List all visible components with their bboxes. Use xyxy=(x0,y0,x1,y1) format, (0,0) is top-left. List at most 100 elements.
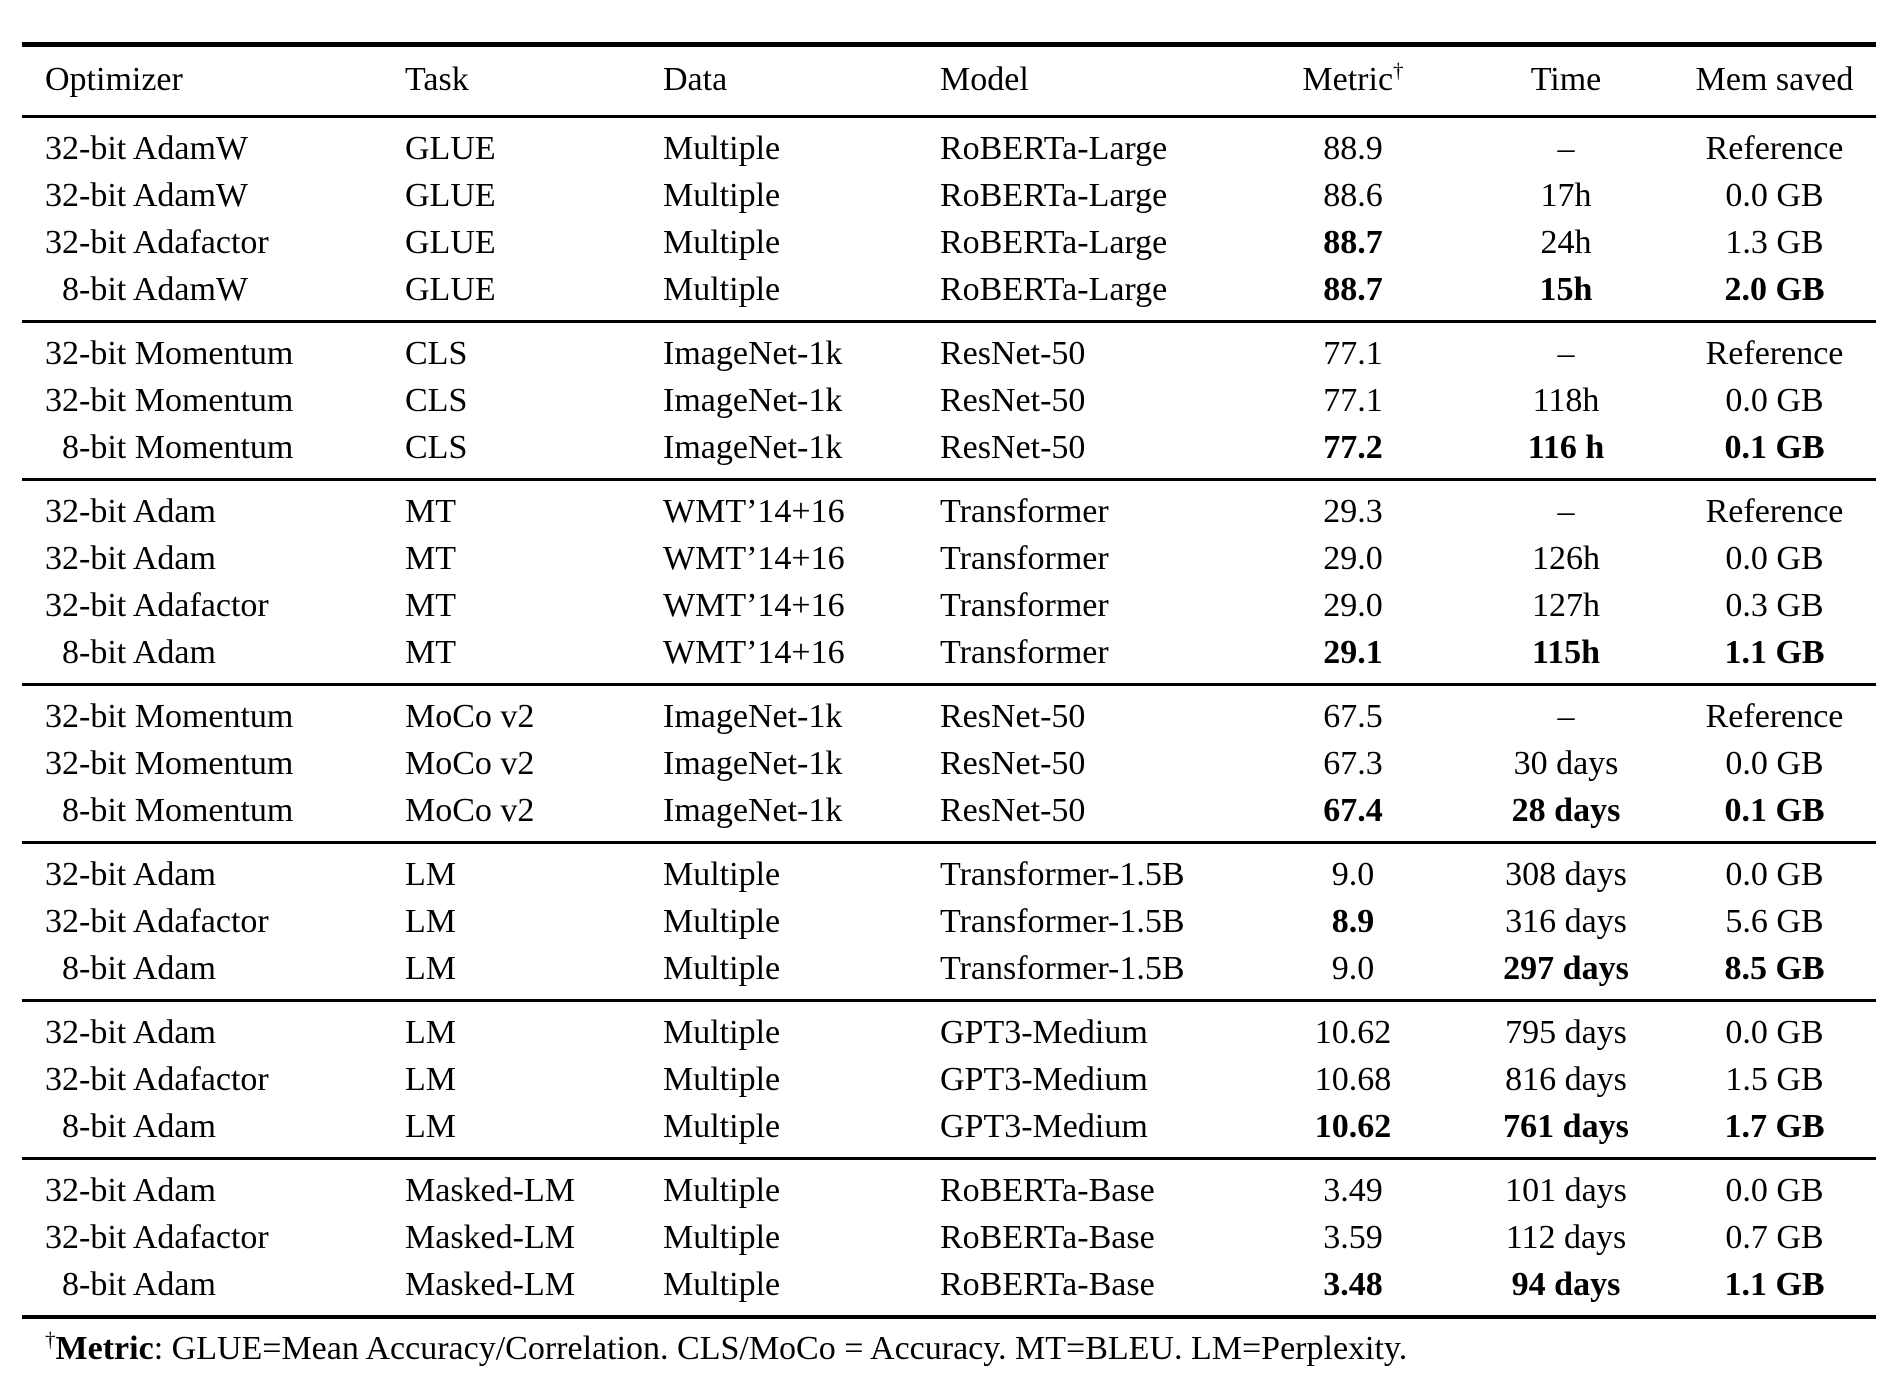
cell-model: RoBERTa-Large xyxy=(940,271,1168,308)
cell-mem-saved: 0.1 GB xyxy=(1724,792,1825,829)
cell-task: MT xyxy=(405,587,456,624)
cell-mem-saved: 0.3 GB xyxy=(1725,587,1824,624)
cell-data: WMT’14+16 xyxy=(663,540,845,577)
cell-metric: 88.7 xyxy=(1323,224,1383,261)
cell-mem-saved: Reference xyxy=(1705,698,1844,735)
table-footnote: †Metric: GLUE=Mean Accuracy/Correlation.… xyxy=(45,1327,1876,1371)
cell-optimizer: 8-bit Adam xyxy=(62,1108,216,1145)
cell-metric: 29.0 xyxy=(1323,587,1383,624)
cell-data: Multiple xyxy=(663,1061,781,1098)
cell-mem-saved: 5.6 GB xyxy=(1725,903,1824,940)
cell-task: GLUE xyxy=(405,271,496,308)
cell-optimizer: 32-bit Momentum xyxy=(45,382,294,419)
dagger-icon: † xyxy=(45,1327,56,1352)
table-row: 32-bit Adafactor GLUE Multiple RoBERTa-L… xyxy=(22,219,1876,266)
cell-data: ImageNet-1k xyxy=(663,745,843,782)
cell-metric: 88.6 xyxy=(1323,177,1383,214)
cell-time: 316 days xyxy=(1505,903,1627,940)
column-header-model: Model xyxy=(940,61,1029,98)
cell-task: LM xyxy=(405,1014,456,1051)
cell-mem-saved: 0.0 GB xyxy=(1725,540,1824,577)
cell-model: Transformer-1.5B xyxy=(940,856,1185,893)
cell-data: WMT’14+16 xyxy=(663,493,845,530)
cell-data: Multiple xyxy=(663,1266,781,1303)
table-section-gpt3-medium: 32-bit Adam LM Multiple GPT3-Medium 10.6… xyxy=(22,1000,1876,1159)
cell-model: RoBERTa-Base xyxy=(940,1219,1155,1256)
cell-model: RoBERTa-Large xyxy=(940,177,1168,214)
cell-mem-saved: 1.5 GB xyxy=(1725,1061,1824,1098)
cell-model: RoBERTa-Large xyxy=(940,224,1168,261)
cell-model: GPT3-Medium xyxy=(940,1108,1148,1145)
table-section-masked-lm: 32-bit Adam Masked-LM Multiple RoBERTa-B… xyxy=(22,1158,1876,1318)
table-row: 32-bit Adafactor LM Multiple Transformer… xyxy=(22,898,1876,945)
cell-model: Transformer-1.5B xyxy=(940,950,1185,987)
table-row: 32-bit Adam LM Multiple GPT3-Medium 10.6… xyxy=(22,1001,1876,1057)
cell-task: MoCo v2 xyxy=(405,792,535,829)
column-header-mem-saved: Mem saved xyxy=(1695,61,1854,98)
cell-time: 101 days xyxy=(1505,1172,1627,1209)
cell-mem-saved: 0.1 GB xyxy=(1724,429,1825,466)
cell-time: – xyxy=(1557,130,1575,167)
cell-time: 24h xyxy=(1540,224,1592,261)
cell-optimizer: 32-bit AdamW xyxy=(45,130,249,167)
cell-metric: 88.9 xyxy=(1323,130,1383,167)
cell-optimizer: 8-bit Adam xyxy=(62,634,216,671)
cell-optimizer: 32-bit Adam xyxy=(45,856,216,893)
column-header-metric: Metric† xyxy=(1247,45,1459,117)
table-row: 8-bit Adam MT WMT’14+16 Transformer 29.1… xyxy=(22,629,1876,685)
cell-mem-saved: 1.3 GB xyxy=(1725,224,1824,261)
cell-task: LM xyxy=(405,856,456,893)
cell-mem-saved: 0.7 GB xyxy=(1725,1219,1824,1256)
cell-task: LM xyxy=(405,903,456,940)
cell-data: WMT’14+16 xyxy=(663,634,845,671)
cell-mem-saved: 2.0 GB xyxy=(1724,271,1825,308)
cell-task: CLS xyxy=(405,335,468,372)
cell-mem-saved: 1.1 GB xyxy=(1724,634,1825,671)
cell-model: ResNet-50 xyxy=(940,745,1086,782)
cell-metric: 3.48 xyxy=(1323,1266,1383,1303)
cell-task: LM xyxy=(405,950,456,987)
cell-time: 115h xyxy=(1531,634,1601,671)
cell-time: 30 days xyxy=(1513,745,1619,782)
cell-task: MoCo v2 xyxy=(405,745,535,782)
table-section-glue: 32-bit AdamW GLUE Multiple RoBERTa-Large… xyxy=(22,116,1876,322)
cell-task: MT xyxy=(405,634,456,671)
header-row: Optimizer Task Data Model Metric† Time M… xyxy=(22,45,1876,117)
cell-data: ImageNet-1k xyxy=(663,698,843,735)
cell-data: Multiple xyxy=(663,1219,781,1256)
cell-task: MoCo v2 xyxy=(405,698,535,735)
cell-task: CLS xyxy=(405,382,468,419)
cell-mem-saved: 0.0 GB xyxy=(1725,177,1824,214)
cell-data: Multiple xyxy=(663,177,781,214)
cell-metric: 29.0 xyxy=(1323,540,1383,577)
table-section-lm-1-5b: 32-bit Adam LM Multiple Transformer-1.5B… xyxy=(22,842,1876,1001)
cell-model: RoBERTa-Base xyxy=(940,1172,1155,1209)
table-row: 32-bit Adam Masked-LM Multiple RoBERTa-B… xyxy=(22,1159,1876,1215)
cell-time: 761 days xyxy=(1503,1108,1629,1145)
cell-time: 118h xyxy=(1532,382,1600,419)
cell-time: 112 days xyxy=(1505,1219,1627,1256)
cell-data: ImageNet-1k xyxy=(663,335,843,372)
cell-data: ImageNet-1k xyxy=(663,429,843,466)
footnote-term: Metric xyxy=(55,1330,154,1367)
table-row: 8-bit Adam LM Multiple Transformer-1.5B … xyxy=(22,945,1876,1001)
cell-data: ImageNet-1k xyxy=(663,382,843,419)
cell-time: 126h xyxy=(1532,540,1600,577)
cell-model: ResNet-50 xyxy=(940,792,1086,829)
cell-metric: 10.68 xyxy=(1314,1061,1392,1098)
cell-time: 816 days xyxy=(1505,1061,1627,1098)
column-header-task: Task xyxy=(405,61,469,98)
cell-data: Multiple xyxy=(663,130,781,167)
cell-data: Multiple xyxy=(663,1172,781,1209)
cell-data: Multiple xyxy=(663,224,781,261)
table-row: 32-bit Adafactor Masked-LM Multiple RoBE… xyxy=(22,1214,1876,1261)
table-row: 32-bit Momentum CLS ImageNet-1k ResNet-5… xyxy=(22,377,1876,424)
cell-optimizer: 32-bit Adafactor xyxy=(45,224,269,261)
cell-task: CLS xyxy=(405,429,468,466)
cell-optimizer: 32-bit AdamW xyxy=(45,177,249,214)
cell-mem-saved: Reference xyxy=(1705,335,1844,372)
table-section-moco: 32-bit Momentum MoCo v2 ImageNet-1k ResN… xyxy=(22,684,1876,843)
cell-metric: 9.0 xyxy=(1331,856,1375,893)
cell-task: LM xyxy=(405,1061,456,1098)
cell-model: ResNet-50 xyxy=(940,429,1086,466)
